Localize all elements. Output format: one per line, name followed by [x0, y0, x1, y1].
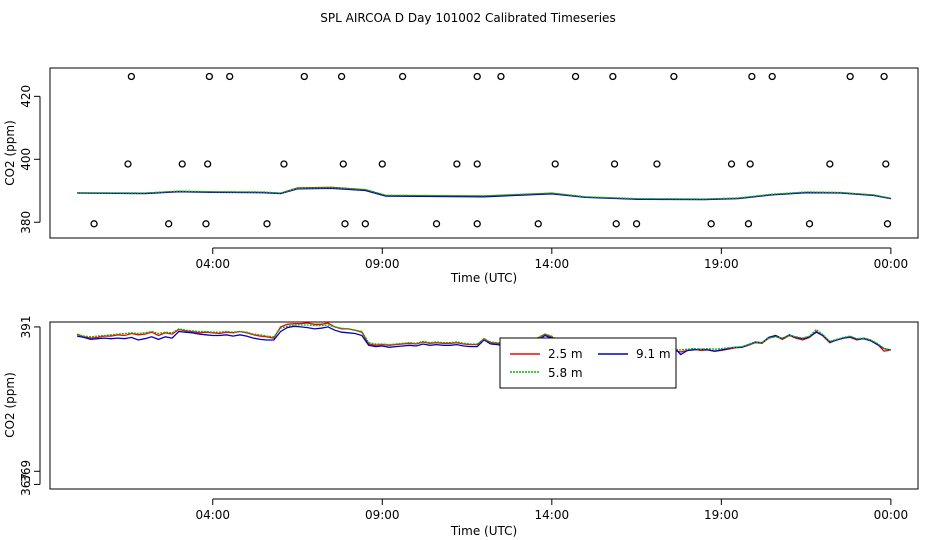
bottom-plot-frame: [49, 321, 919, 490]
x-tick-label: 00:00: [874, 508, 909, 522]
calibration-point: [341, 220, 349, 228]
series-line-2-5-m: [77, 186, 892, 200]
calibration-point: [670, 72, 678, 81]
series-line-9-1-m: [76, 325, 892, 356]
top-y-axis: 380 400 420: [19, 85, 41, 234]
calibration-point: [497, 72, 505, 81]
calibration-point: [473, 220, 481, 228]
top-y-label: CO2 (ppm): [3, 120, 17, 186]
bottom-y-label: CO2 (ppm): [3, 372, 17, 438]
top-plot-frame: [49, 67, 919, 239]
calibration-point: [883, 220, 892, 228]
calibration-point: [378, 160, 386, 168]
calibration-point: [90, 220, 98, 228]
calibration-point: [653, 160, 661, 168]
x-tick-label: 00:00: [874, 257, 909, 271]
calibration-point: [748, 72, 756, 81]
calibration-point: [612, 220, 620, 228]
calibration-point: [361, 220, 369, 228]
calibration-point: [124, 160, 132, 168]
x-tick-label: 19:00: [704, 508, 739, 522]
calibration-point: [534, 220, 542, 228]
legend-label-5-8m: 5.8 m: [548, 366, 583, 380]
calibration-point: [300, 72, 308, 81]
legend-box: [499, 337, 677, 389]
legend-label-9-1m: 9.1 m: [636, 347, 671, 361]
calibration-point: [226, 72, 234, 81]
calibration-point: [473, 72, 481, 81]
calibration-point: [768, 72, 776, 81]
calibration-point: [432, 220, 441, 228]
y-tick-label: 391: [19, 315, 33, 338]
x-tick-label: 19:00: [704, 257, 739, 271]
calibration-point: [727, 160, 736, 168]
series-line-2-5-m: [76, 322, 892, 358]
calibration-point: [178, 160, 186, 168]
calibration-point: [707, 220, 715, 228]
calibration-point: [337, 72, 346, 81]
legend: 2.5 m 9.1 m 5.8 m: [499, 337, 677, 389]
legend-label-2-5m: 2.5 m: [548, 347, 583, 361]
bottom-x-axis: 04:00 09:00 14:00 19:00 00:00: [195, 498, 909, 522]
calibration-point: [632, 220, 641, 228]
top-panel: 04:00 09:00 14:00 19:00 00:00 380 400 420 Time…: [3, 67, 919, 285]
x-tick-label: 09:00: [365, 257, 400, 271]
calibration-point: [263, 220, 271, 228]
top-series: [77, 186, 892, 201]
x-tick-label: 04:00: [195, 257, 230, 271]
series-line-9-1-m: [77, 187, 892, 201]
calibration-point: [610, 160, 619, 168]
calibration-point: [882, 160, 890, 168]
x-tick-label: 09:00: [365, 508, 400, 522]
calibration-point: [744, 220, 753, 228]
calibration-point: [846, 72, 854, 81]
calibration-point: [205, 72, 214, 81]
y-tick-label: 400: [19, 148, 33, 171]
calibration-point: [280, 160, 288, 168]
calibration-point: [805, 220, 814, 228]
x-tick-label: 14:00: [535, 257, 570, 271]
calibration-point: [165, 220, 173, 228]
y-tick-label: 367: [19, 473, 33, 496]
y-tick-label: 420: [19, 85, 33, 108]
series-line-5-8-m: [77, 186, 892, 200]
y-tick-label: 369: [19, 460, 33, 483]
x-tick-label: 04:00: [195, 508, 230, 522]
chart-title: SPL AIRCOA D Day 101002 Calibrated Times…: [320, 11, 615, 25]
y-tick-label: 380: [19, 211, 33, 234]
calibration-point: [551, 160, 559, 168]
calibration-point: [880, 72, 888, 81]
top-x-label: Time (UTC): [450, 271, 517, 285]
calibration-point: [746, 160, 754, 168]
calibration-point: [127, 72, 136, 81]
calibration-point: [339, 160, 347, 168]
calibration-point: [826, 160, 834, 168]
calibration-point: [202, 220, 210, 228]
calibration-point: [204, 160, 212, 168]
bottom-x-label: Time (UTC): [450, 524, 517, 538]
top-x-axis: 04:00 09:00 14:00 19:00 00:00: [195, 247, 909, 271]
series-line-5-8-m: [76, 324, 892, 352]
calibration-point: [398, 72, 407, 81]
calibration-point: [609, 72, 617, 81]
calibration-point: [473, 160, 481, 168]
calibration-point: [571, 72, 580, 81]
bottom-series: [76, 322, 892, 358]
calibration-point: [453, 160, 461, 168]
x-tick-label: 14:00: [535, 508, 570, 522]
calibration-points: [90, 72, 892, 228]
